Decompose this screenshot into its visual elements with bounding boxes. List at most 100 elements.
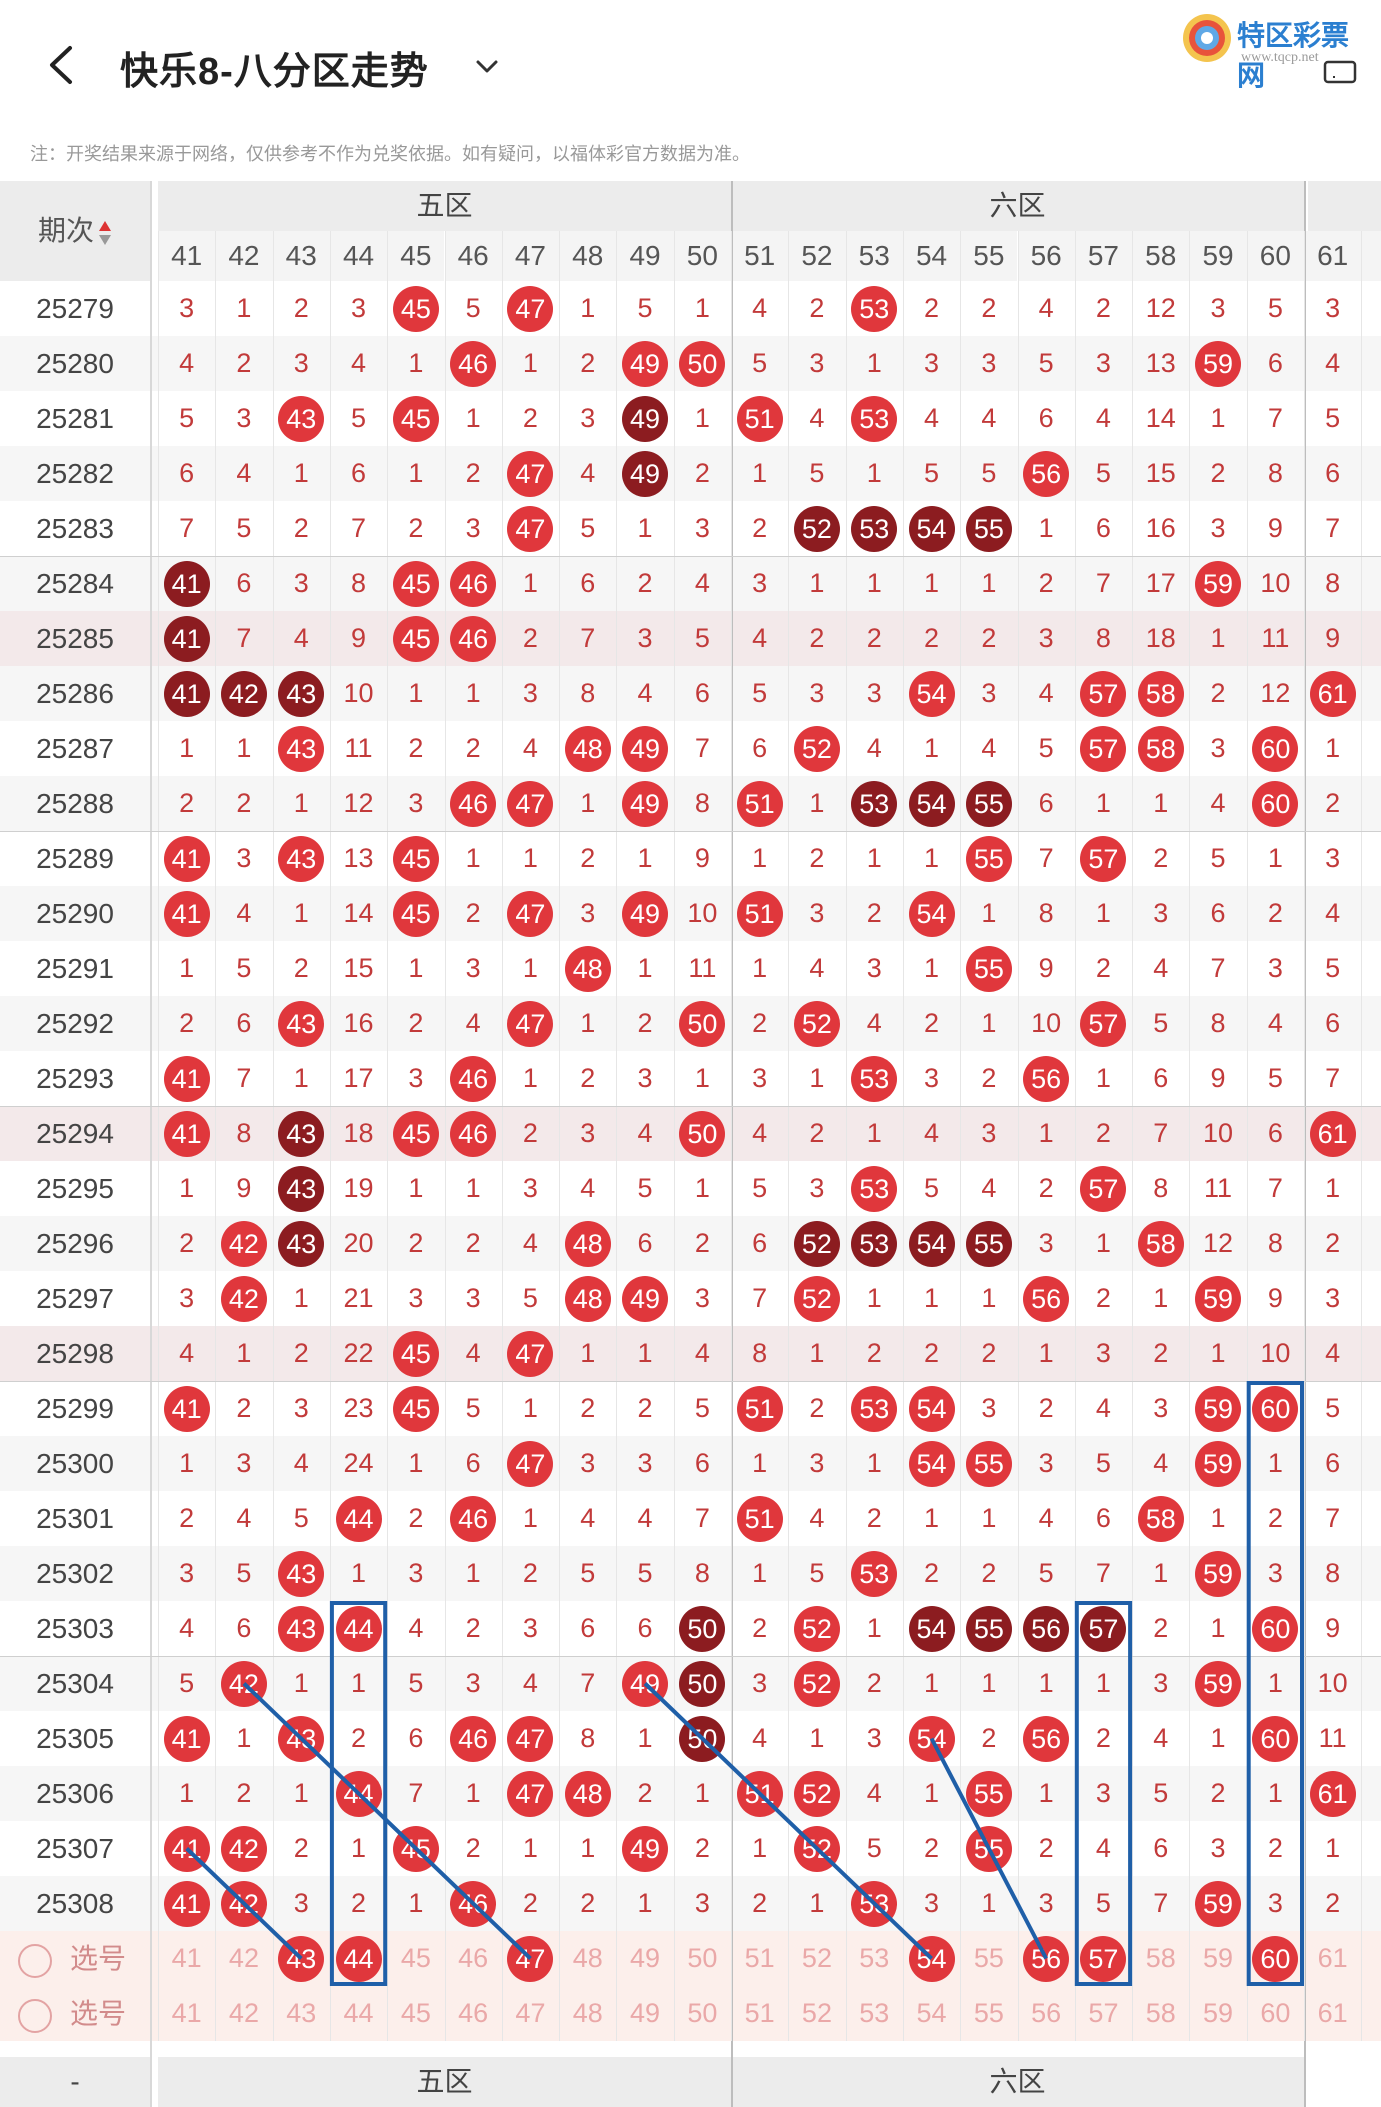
selectable-number[interactable]: 42 xyxy=(228,1998,259,2028)
selectable-number[interactable]: 46 xyxy=(458,1998,489,2028)
miss-count-cell: 10 xyxy=(1260,1338,1291,1368)
select-label[interactable]: 选号 xyxy=(18,1986,126,2041)
selectable-number[interactable]: 58 xyxy=(1145,1943,1176,1973)
radio-circle-icon[interactable] xyxy=(18,1998,52,2033)
drawn-number-ball: 46 xyxy=(450,561,497,607)
selectable-number[interactable]: 55 xyxy=(973,1943,1004,1973)
table-row: 25279 3 1 2 3 45 5 47 1 5 1 4 2 53 2 2 4 2 12 3 5 3 xyxy=(0,281,1381,336)
miss-count-cell: 3 xyxy=(580,403,596,433)
selectable-number[interactable]: 42 xyxy=(228,1943,259,1973)
selectable-number[interactable]: 6 xyxy=(1361,1986,1381,2041)
back-arrow-icon[interactable] xyxy=(42,40,82,90)
selectable-number[interactable]: 50 xyxy=(687,1943,718,1973)
site-logo: 特区彩票网 www.tqcp.net xyxy=(1175,8,1375,91)
miss-count-cell: 8 xyxy=(236,1118,252,1148)
drawn-number-ball: 53 xyxy=(851,1221,898,1267)
drawn-number-ball: 55 xyxy=(965,836,1012,882)
drawn-number-ball: 54 xyxy=(908,1386,955,1432)
selectable-number[interactable]: 54 xyxy=(916,1998,947,2028)
chevron-down-icon[interactable] xyxy=(472,52,502,82)
miss-count-cell: 2 xyxy=(924,1338,940,1368)
selectable-number[interactable]: 44 xyxy=(343,1998,374,2028)
selected-number-ball[interactable]: 60 xyxy=(1252,1936,1299,1982)
selectable-number[interactable]: 58 xyxy=(1145,1998,1176,2028)
page-title[interactable]: 快乐8-八分区走势 xyxy=(120,51,429,93)
miss-count-cell: 3 xyxy=(465,1283,481,1313)
selectable-number[interactable]: 52 xyxy=(801,1943,832,1973)
selectable-number[interactable]: 45 xyxy=(400,1998,431,2028)
column-header-55: 55 xyxy=(960,231,1018,281)
selectable-number[interactable]: 60 xyxy=(1260,1998,1291,2028)
selectable-number[interactable]: 56 xyxy=(1031,1998,1062,2028)
select-label[interactable]: 选号 xyxy=(18,1931,126,1986)
selectable-number[interactable]: 45 xyxy=(400,1943,431,1973)
selected-number-ball[interactable]: 56 xyxy=(1023,1936,1070,1982)
drawn-number-ball: 54 xyxy=(908,671,955,717)
miss-count-cell: 1 xyxy=(866,1613,882,1643)
selected-number-ball[interactable]: 54 xyxy=(908,1936,955,1982)
selectable-number[interactable]: 41 xyxy=(171,1943,202,1973)
drawn-number-ball: 55 xyxy=(965,1826,1012,1872)
selectable-number[interactable]: 52 xyxy=(801,1998,832,2028)
drawn-number-ball: 41 xyxy=(163,1716,210,1762)
miss-count-cell: 4 xyxy=(1038,293,1054,323)
selected-number-ball[interactable]: 44 xyxy=(335,1936,382,1982)
period-number: 25290 xyxy=(36,898,114,929)
drawn-number-ball: 49 xyxy=(622,451,669,497)
miss-count-cell: 3 xyxy=(179,1283,195,1313)
selected-number-ball[interactable]: 43 xyxy=(278,1936,325,1982)
drawn-number-ball: 43 xyxy=(278,1606,325,1652)
selectable-number[interactable]: 49 xyxy=(630,1943,661,1973)
table-row: 25290 41 4 1 14 45 2 47 3 49 10 51 3 2 54 1 8 1 3 6 2 4 xyxy=(0,886,1381,941)
drawn-number-ball: 61 xyxy=(1309,1771,1356,1817)
miss-count-cell: 2 xyxy=(236,348,252,378)
selectable-number[interactable]: 53 xyxy=(859,1998,890,2028)
selectable-number[interactable]: 57 xyxy=(1088,1998,1119,2028)
miss-count-cell: 2 xyxy=(694,1228,710,1258)
selectable-number[interactable]: 51 xyxy=(744,1943,775,1973)
miss-count-cell: 3 xyxy=(637,1063,653,1093)
selectable-number[interactable]: 53 xyxy=(859,1943,890,1973)
table-row: 25303 4 6 43 44 4 2 3 6 6 50 2 52 1 54 55 56 57 2 1 60 9 xyxy=(0,1601,1381,1656)
miss-count-cell: 24 xyxy=(343,1448,374,1478)
selectable-number[interactable]: 50 xyxy=(687,1998,718,2028)
rotate-screen-icon[interactable] xyxy=(1322,48,1358,86)
selectable-number[interactable]: 59 xyxy=(1203,1998,1234,2028)
miss-count-cell: 6 xyxy=(1325,1008,1341,1038)
drawn-number-ball: 59 xyxy=(1195,1551,1242,1597)
miss-count-cell: 1 xyxy=(866,1283,882,1313)
selectable-number[interactable]: 59 xyxy=(1203,1943,1234,1973)
drawn-number-ball: 45 xyxy=(392,1386,439,1432)
miss-count-cell: 16 xyxy=(1145,513,1176,543)
miss-count-cell: 1 xyxy=(694,403,710,433)
sort-icon[interactable] xyxy=(98,220,112,246)
selectable-number[interactable]: 61 xyxy=(1317,1998,1348,2028)
miss-count-cell: 5 xyxy=(809,1558,825,1588)
period-column-header[interactable]: 期次 xyxy=(0,181,150,281)
table-row: 25293 41 7 1 17 3 46 1 2 3 1 3 1 53 3 2 56 1 6 9 5 7 xyxy=(0,1051,1381,1106)
selected-number-ball[interactable]: 57 xyxy=(1080,1936,1127,1982)
selectable-number[interactable]: 48 xyxy=(572,1998,603,2028)
selectable-number[interactable]: 41 xyxy=(171,1998,202,2028)
selectable-number[interactable]: 47 xyxy=(515,1998,546,2028)
table-row: 25280 4 2 3 4 1 46 1 2 49 50 5 3 1 3 3 5 3 13 59 6 4 xyxy=(0,336,1381,391)
miss-count-cell: 4 xyxy=(809,403,825,433)
select-number-row: 选号 41 42 43 44 45 46 47 48 49 50 51 52 53 54 55 56 57 58 59… xyxy=(0,1931,1381,1986)
selectable-number[interactable]: 61 xyxy=(1317,1943,1348,1973)
selectable-number[interactable]: 55 xyxy=(973,1998,1004,2028)
drawn-number-ball: 51 xyxy=(736,1771,783,1817)
selectable-number[interactable]: 49 xyxy=(630,1998,661,2028)
miss-count-cell: 1 xyxy=(694,1173,710,1203)
selectable-number[interactable]: 51 xyxy=(744,1998,775,2028)
radio-circle-icon[interactable] xyxy=(18,1943,52,1978)
selected-number-ball[interactable]: 47 xyxy=(507,1936,554,1982)
miss-count-cell: 3 xyxy=(694,1888,710,1918)
selectable-number[interactable]: 48 xyxy=(572,1943,603,1973)
selectable-number[interactable]: 46 xyxy=(458,1943,489,1973)
drawn-number-ball: 41 xyxy=(163,836,210,882)
selectable-number[interactable]: 43 xyxy=(286,1998,317,2028)
drawn-number-ball: 50 xyxy=(679,1001,726,1047)
selectable-number[interactable]: 6 xyxy=(1361,1931,1381,1986)
miss-count-cell: 7 xyxy=(752,1283,768,1313)
drawn-number-ball: 41 xyxy=(163,671,210,717)
